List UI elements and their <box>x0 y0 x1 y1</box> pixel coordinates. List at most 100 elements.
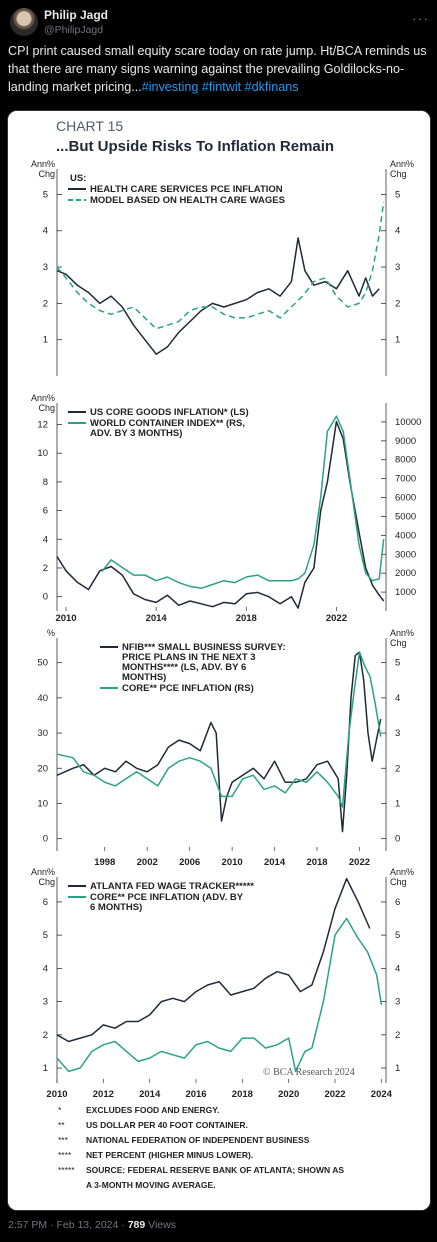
x-tick-label: 2010 <box>55 613 76 624</box>
right-axis-unit-label: Chg <box>390 877 407 887</box>
x-tick-label: 2014 <box>146 613 168 624</box>
left-tick-label: 1 <box>43 335 48 346</box>
x-tick-label: 1998 <box>94 857 115 868</box>
tweet-meta: 2:57 PM · Feb 13, 2024 · 789 Views <box>8 1219 176 1231</box>
legend-label: NFIB*** SMALL BUSINESS SURVEY: <box>122 642 286 653</box>
left-tick-label: 3 <box>43 997 48 1008</box>
legend-label: MODEL BASED ON HEALTH CARE WAGES <box>90 195 285 206</box>
right-tick-label: 2 <box>395 1030 400 1041</box>
right-axis-unit-label: Ann% <box>390 628 414 638</box>
right-axis-unit-label: Ann% <box>390 159 414 169</box>
footnote-mark: *** <box>58 1135 69 1145</box>
footnote-mark: * <box>58 1105 62 1115</box>
footnote-text: NATIONAL FEDERATION OF INDEPENDENT BUSIN… <box>86 1135 310 1145</box>
left-tick-label: 2 <box>43 1030 48 1041</box>
legend-heading: US: <box>70 173 86 184</box>
legend-label: WORLD CONTAINER INDEX** (RS, <box>90 418 245 429</box>
tweet-image[interactable]: CHART 15 ...But Upside Risks To Inflatio… <box>7 110 431 1211</box>
right-tick-label: 9000 <box>395 436 416 447</box>
series-line-1 <box>56 651 382 833</box>
right-tick-label: 2 <box>395 763 400 774</box>
left-tick-label: 12 <box>37 420 48 431</box>
x-tick-label: 2012 <box>93 1089 114 1100</box>
left-axis-unit-label: Ann% <box>31 867 55 877</box>
right-tick-label: 3000 <box>395 549 416 560</box>
series-line-2 <box>101 415 385 590</box>
footnote-mark: ***** <box>58 1165 75 1175</box>
hashtag-fintwit[interactable]: #fintwit <box>201 80 242 94</box>
x-tick-label: 2018 <box>232 1089 253 1100</box>
legend-label: CORE** PCE INFLATION (ADV. BY <box>90 892 244 903</box>
more-options-icon[interactable]: ··· <box>412 10 429 26</box>
series-line-1 <box>56 877 371 1043</box>
x-tick-label: 2010 <box>46 1089 67 1100</box>
legend-label: HEALTH CARE SERVICES PCE INFLATION <box>90 184 283 195</box>
series-line-1 <box>56 420 385 609</box>
right-axis-unit-label: Ann% <box>390 867 414 877</box>
left-tick-label: 0 <box>43 834 48 845</box>
left-tick-label: 4 <box>43 534 48 545</box>
x-tick-label: 2014 <box>264 857 286 868</box>
x-tick-label: 2010 <box>222 857 243 868</box>
author-name[interactable]: Philip Jagd <box>44 8 109 22</box>
tweet-text: CPI print caused small equity scare toda… <box>8 42 432 96</box>
footnote-text: NET PERCENT (HIGHER MINUS LOWER). <box>86 1150 253 1160</box>
left-tick-label: 5 <box>43 930 48 941</box>
legend-label: ATLANTA FED WAGE TRACKER***** <box>90 881 254 892</box>
x-tick-label: 2022 <box>324 1089 345 1100</box>
avatar[interactable] <box>10 8 38 36</box>
x-tick-label: 2024 <box>371 1089 393 1100</box>
hashtag-dkfinans[interactable]: #dkfinans <box>244 80 299 94</box>
footnote-text: US DOLLAR PER 40 FOOT CONTAINER. <box>86 1120 248 1130</box>
footnote-mark: ** <box>58 1120 65 1130</box>
left-tick-label: 0 <box>43 592 48 603</box>
left-tick-label: 2 <box>43 563 48 574</box>
left-tick-label: 5 <box>43 189 48 200</box>
x-tick-label: 2006 <box>179 857 200 868</box>
right-tick-label: 4 <box>395 693 400 704</box>
x-tick-label: 2020 <box>278 1089 299 1100</box>
series-line-1 <box>56 237 380 355</box>
right-tick-label: 4 <box>395 226 400 237</box>
left-tick-label: 20 <box>37 763 48 774</box>
right-tick-label: 6000 <box>395 493 416 504</box>
tweet-header: Philip Jagd @PhilipJagd ··· <box>10 6 429 40</box>
views-label: Views <box>148 1219 176 1231</box>
left-tick-label: 2 <box>43 298 48 309</box>
footnote-text: SOURCE: FEDERAL RESERVE BANK OF ATLANTA;… <box>86 1165 344 1175</box>
footnote-text: EXCLUDES FOOD AND ENERGY. <box>86 1105 219 1115</box>
left-tick-label: 4 <box>43 963 48 974</box>
left-tick-label: 30 <box>37 728 48 739</box>
left-axis-unit-label: Chg <box>38 169 55 179</box>
right-axis-unit-label: Chg <box>390 169 407 179</box>
chart-title: ...But Upside Risks To Inflation Remain <box>56 138 334 155</box>
right-tick-label: 1 <box>395 1063 400 1074</box>
chart-panel-2: Ann%Chg 0 2 4 6 8 10 12 1000 2000 3000 4000 5000 6000… <box>31 393 421 624</box>
legend-label: ADV. BY 3 MONTHS) <box>90 428 182 439</box>
right-tick-label: 5000 <box>395 511 416 522</box>
author-handle[interactable]: @PhilipJagd <box>44 24 104 36</box>
chart-number: CHART 15 <box>56 118 123 134</box>
right-tick-label: 3 <box>395 997 400 1008</box>
left-tick-label: 6 <box>43 506 48 517</box>
tweet-time[interactable]: 2:57 PM <box>8 1219 48 1231</box>
series-line-2 <box>56 201 385 330</box>
chart-panel-3: % Ann%Chg 0 10 20 30 40 50 0 1 2 3 4 5 1998 2002 2006 201… <box>37 628 414 868</box>
right-axis-unit-label: Chg <box>390 638 407 648</box>
bca-credit: © BCA Research 2024 <box>263 1067 355 1078</box>
right-tick-label: 4000 <box>395 530 416 541</box>
views-count: 789 <box>127 1219 146 1231</box>
left-tick-label: 1 <box>43 1063 48 1074</box>
right-tick-label: 4 <box>395 963 400 974</box>
left-tick-label: 4 <box>43 226 48 237</box>
tweet-date[interactable]: Feb 13, 2024 <box>56 1219 119 1231</box>
hashtag-investing[interactable]: #investing <box>141 80 199 94</box>
right-tick-label: 6 <box>395 897 400 908</box>
left-axis-unit-label: % <box>47 628 55 638</box>
legend-label: MONTHS) <box>122 672 166 683</box>
left-tick-label: 40 <box>37 693 48 704</box>
right-tick-label: 2000 <box>395 568 416 579</box>
x-tick-label: 2014 <box>139 1089 161 1100</box>
left-tick-label: 3 <box>43 262 48 273</box>
